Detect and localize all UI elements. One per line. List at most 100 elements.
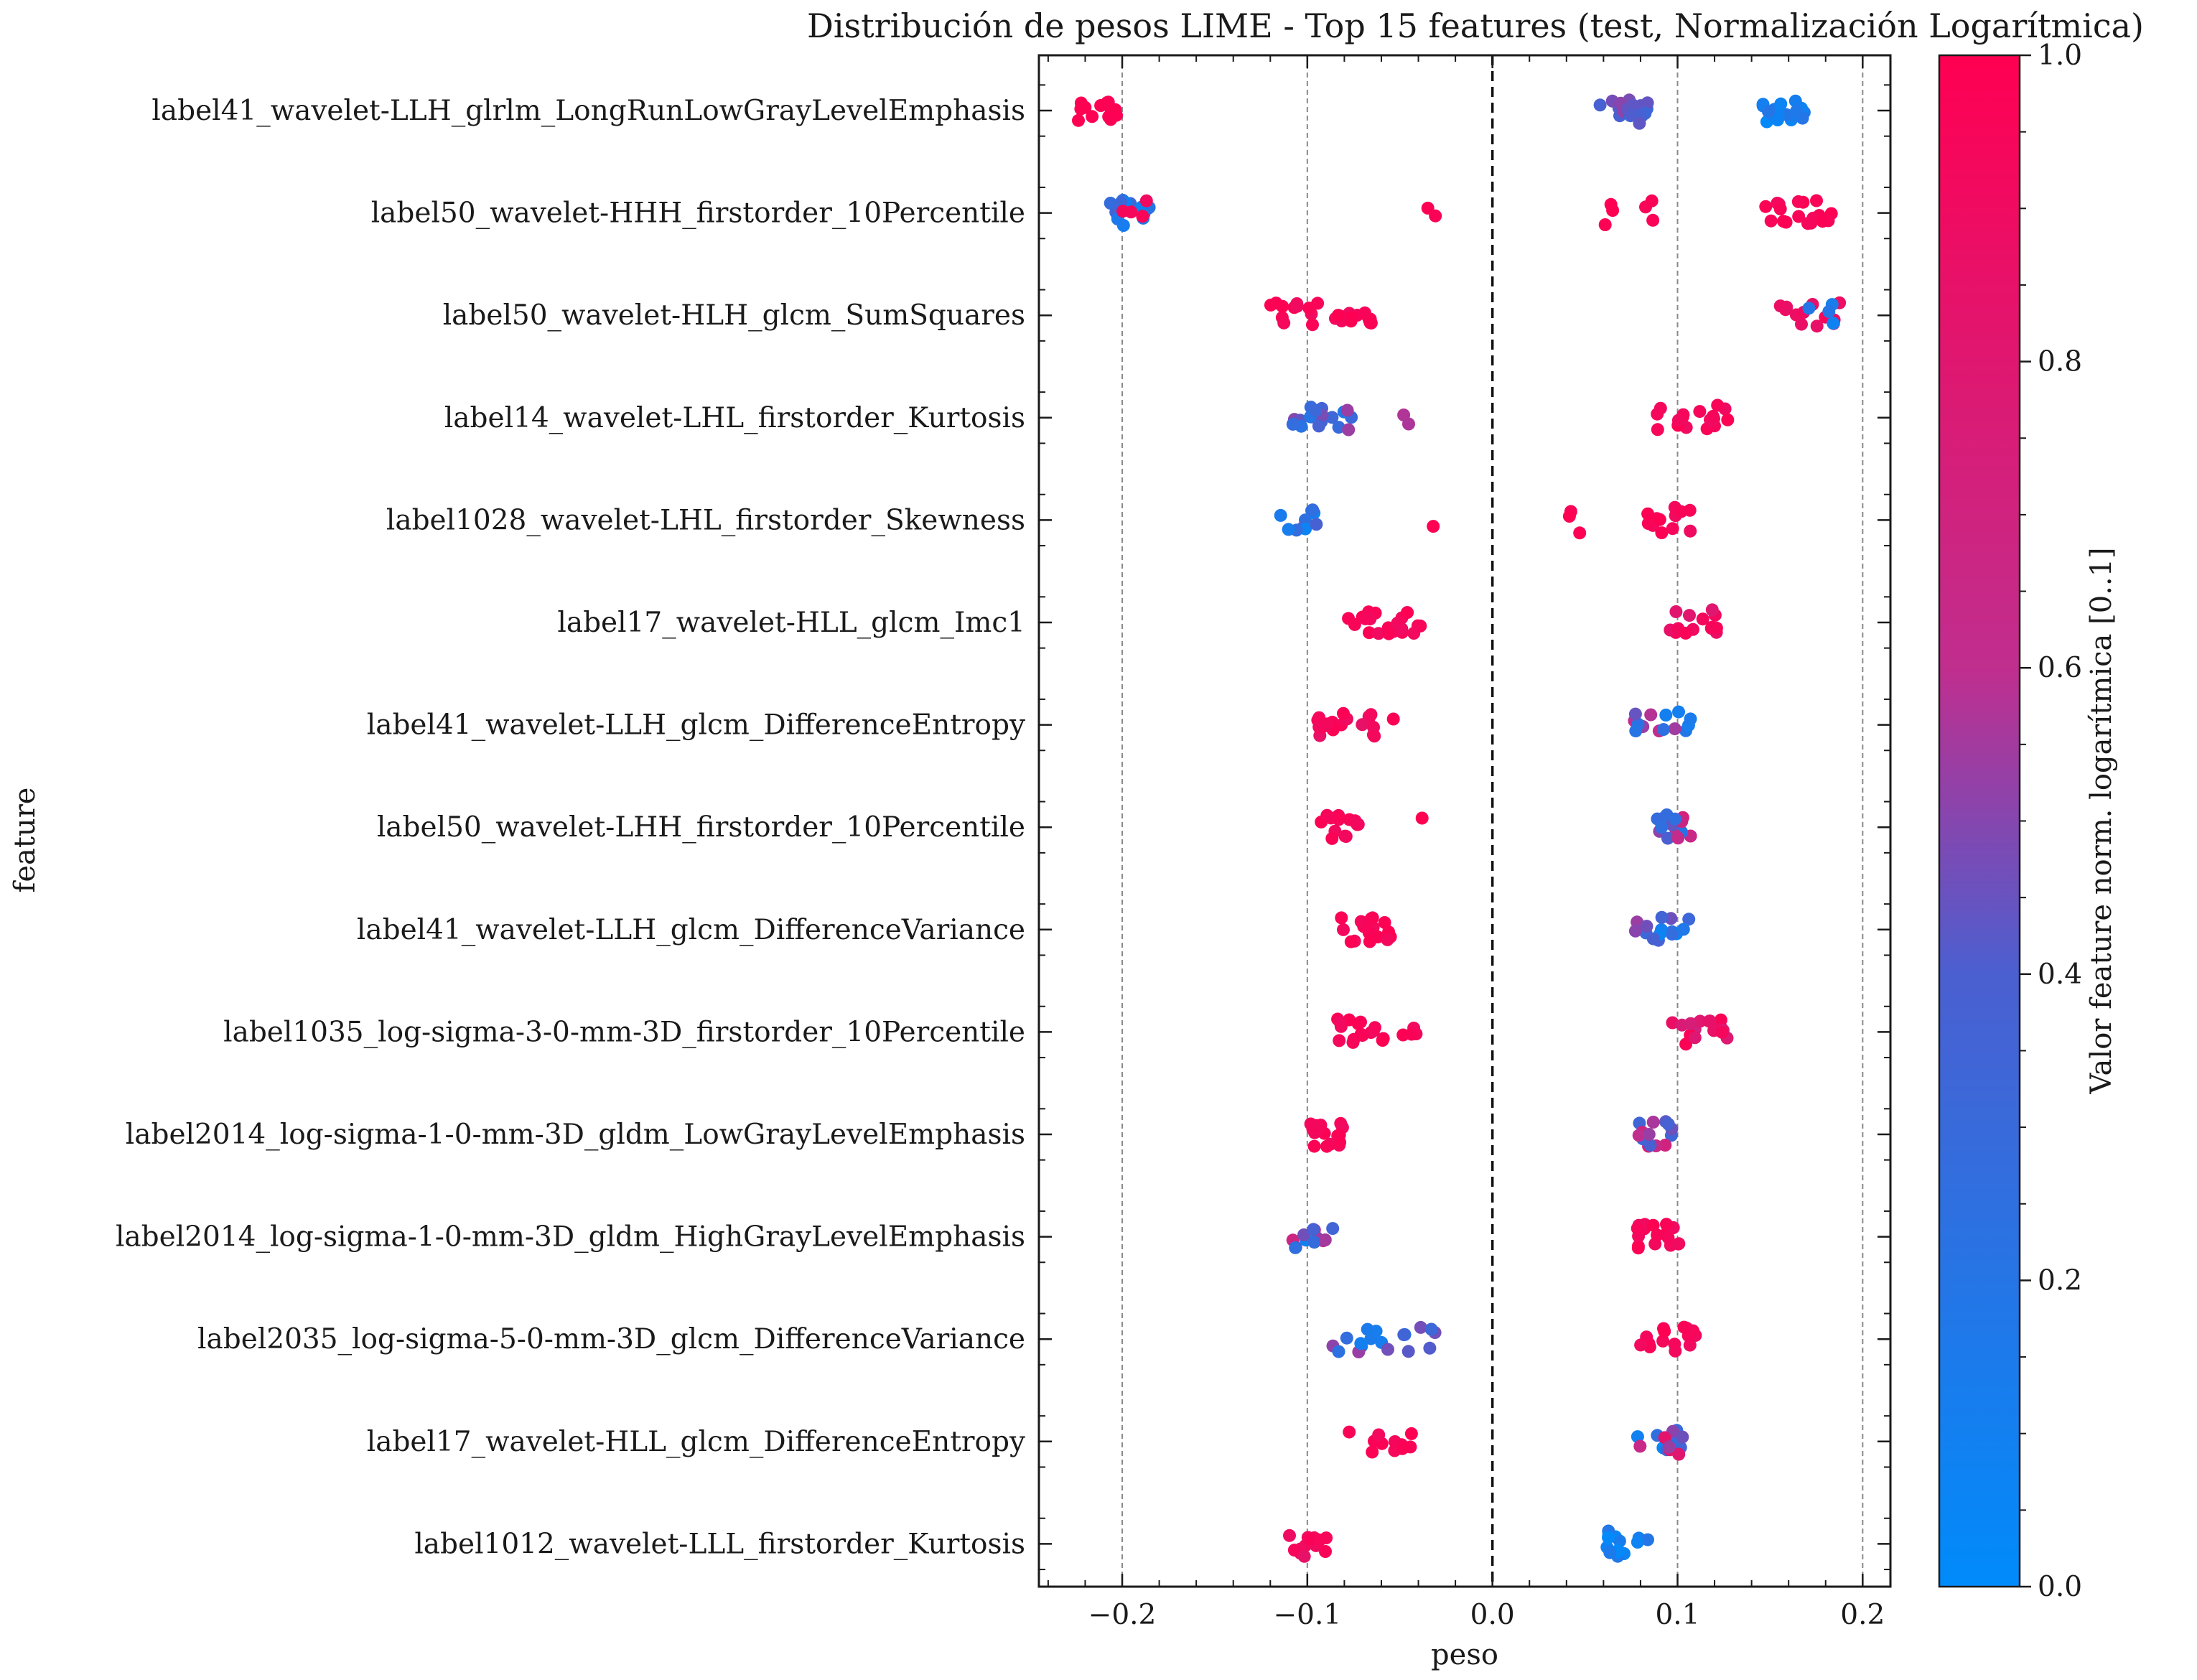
data-point [1679,626,1692,640]
colorbar-label: Valor feature norm. logarítmica [0..1] [2085,547,2118,1094]
data-point [1631,1221,1644,1235]
data-point [1332,421,1345,434]
data-point [1662,1440,1676,1454]
data-point [1676,923,1690,936]
data-point [1086,110,1099,123]
data-point [1424,1322,1438,1336]
data-point [1628,924,1642,938]
data-point [1405,1027,1418,1041]
data-point [1651,1228,1664,1242]
data-point [1366,911,1379,925]
data-point [1290,299,1304,313]
colorbar-tick-label: 0.8 [2038,346,2082,378]
data-point [1372,627,1386,640]
data-point [1269,297,1283,310]
data-point [1646,932,1660,946]
data-point [1645,194,1659,207]
data-point [1320,1139,1333,1153]
data-point [1668,722,1681,736]
colorbar-tick-label: 1.0 [2038,39,2082,72]
data-point [1771,108,1785,122]
colorbar-ticks: 0.0 0.2 0.4 0.6 0.8 1.0 [2020,39,2082,1603]
data-point [1684,712,1697,726]
data-point [1302,302,1316,315]
data-point [1795,317,1808,331]
data-point [1593,98,1607,112]
data-point [1312,419,1325,433]
x-tick-label: 0.1 [1655,1599,1699,1631]
data-point [1792,210,1806,223]
data-point [1653,513,1666,526]
feature-label: label50_wavelet-HHH_firstorder_10Percent… [371,197,1025,230]
data-point [1332,1345,1345,1358]
data-point [1396,1441,1410,1455]
data-point [1602,1531,1615,1544]
data-point [1711,398,1725,412]
data-point [1310,518,1323,531]
data-point [1683,609,1696,622]
data-point [1366,1445,1379,1459]
data-point [1693,405,1707,419]
data-point [1672,705,1685,719]
data-point [1344,314,1358,328]
feature-label: label41_wavelet-LLH_glcm_DifferenceVaria… [357,914,1025,946]
data-point [1631,1241,1645,1255]
data-point [1381,933,1394,946]
x-axis-label: peso [1431,1638,1498,1671]
data-point [1822,304,1836,318]
data-point [1368,729,1381,743]
data-point [1313,1534,1327,1547]
data-point [1634,1338,1648,1352]
data-point [1762,105,1776,118]
data-point [1376,1034,1389,1047]
data-point [1629,724,1643,738]
feature-label: label17_wavelet-HLL_glcm_DifferenceEntro… [367,1426,1025,1458]
data-point [1297,1549,1311,1563]
data-point [1337,923,1350,936]
data-point [1423,1341,1437,1355]
data-point [1705,603,1719,617]
data-point [1651,423,1664,437]
colorbar-tick-label: 0.0 [2038,1571,2082,1603]
data-point [1287,1544,1301,1557]
data-point [1774,97,1788,111]
x-tick-label: 0.2 [1840,1599,1885,1631]
data-point [1646,213,1660,227]
data-point [1427,520,1440,533]
data-point [1655,910,1669,924]
data-point [1320,808,1334,822]
y-axis-label: feature [9,788,42,893]
data-point [1810,194,1823,207]
data-point [1671,414,1685,427]
feature-label: label2014_log-sigma-1-0-mm-3D_gldm_HighG… [116,1221,1025,1254]
data-point [1306,318,1319,332]
data-point [1349,816,1363,829]
data-point [1358,612,1372,625]
data-point [1653,401,1667,415]
data-point [1429,209,1442,223]
data-point [1074,102,1088,116]
x-tick-label: 0.0 [1470,1599,1515,1631]
data-point [1801,217,1814,230]
data-point [1659,1139,1672,1152]
data-point [1369,1325,1383,1338]
data-point [1779,215,1793,229]
data-point [1368,1021,1381,1035]
data-point [1326,1222,1340,1236]
data-point [1401,606,1414,620]
data-point [1116,205,1129,218]
data-point [1827,317,1840,330]
data-point [1816,215,1829,228]
data-point [1333,1015,1347,1029]
data-point [1656,1334,1670,1348]
data-point [1668,1338,1681,1351]
data-point [1283,1529,1296,1542]
data-point [1309,403,1323,417]
feature-label: label1035_log-sigma-3-0-mm-3D_firstorder… [223,1016,1025,1048]
data-point [1562,510,1576,523]
data-point [1573,526,1587,540]
data-point [1640,920,1653,933]
feature-label: label1028_wavelet-LHL_firstorder_Skewnes… [386,504,1025,536]
data-point [1628,707,1642,721]
